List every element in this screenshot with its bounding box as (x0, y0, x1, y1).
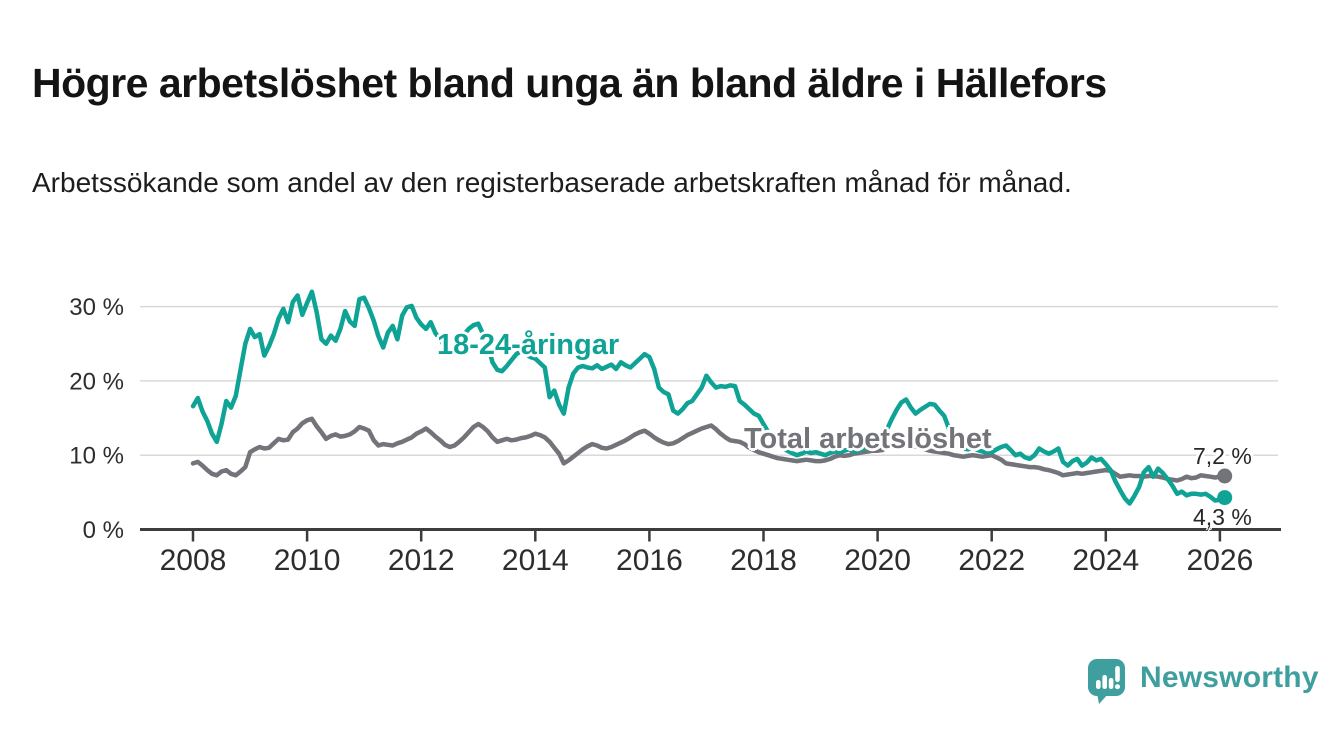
chart-title: Högre arbetslöshet bland unga än bland ä… (32, 60, 1107, 107)
series-layer (190, 289, 1233, 506)
x-tick-label: 2016 (616, 544, 683, 577)
series-line-1 (190, 416, 1227, 483)
x-tick-label: 2010 (274, 544, 341, 577)
x-tick-label: 2022 (958, 544, 1025, 577)
series-label-youth: 18-24-åringar (437, 329, 620, 361)
y-tick-label: 0 % (83, 517, 124, 544)
series-label-total: Total arbetslöshet (744, 423, 992, 455)
newsworthy-logo: Newsworthy (1086, 657, 1319, 705)
axis-layer: 0 % 10 % 20 % 30 % 2008 2010 2012 2014 2016 2018 2… (69, 294, 1281, 577)
series-end-dot-1 (1217, 468, 1233, 484)
x-tick-label: 2012 (388, 544, 455, 577)
y-tick-label: 20 % (69, 368, 124, 395)
newsworthy-logo-text: Newsworthy (1140, 661, 1319, 694)
y-tick-label: 10 % (69, 443, 124, 470)
x-tick-label: 2024 (1072, 544, 1139, 577)
x-tick-label: 2014 (502, 544, 569, 577)
y-tick-label: 30 % (69, 294, 124, 321)
end-value-label-youth: 4,3 % (1193, 504, 1252, 530)
series-end-dot-0 (1217, 490, 1233, 506)
x-tick-label: 2020 (844, 544, 911, 577)
x-tick-label: 2026 (1187, 544, 1254, 577)
series-line-0 (190, 289, 1227, 506)
x-tick-label: 2008 (160, 544, 227, 577)
bar-chart-speech-bubble-icon (1088, 659, 1125, 704)
end-value-label-total: 7,2 % (1193, 443, 1252, 469)
x-tick-label: 2018 (730, 544, 797, 577)
chart-subtitle: Arbetssökande som andel av den registerb… (32, 167, 1072, 198)
